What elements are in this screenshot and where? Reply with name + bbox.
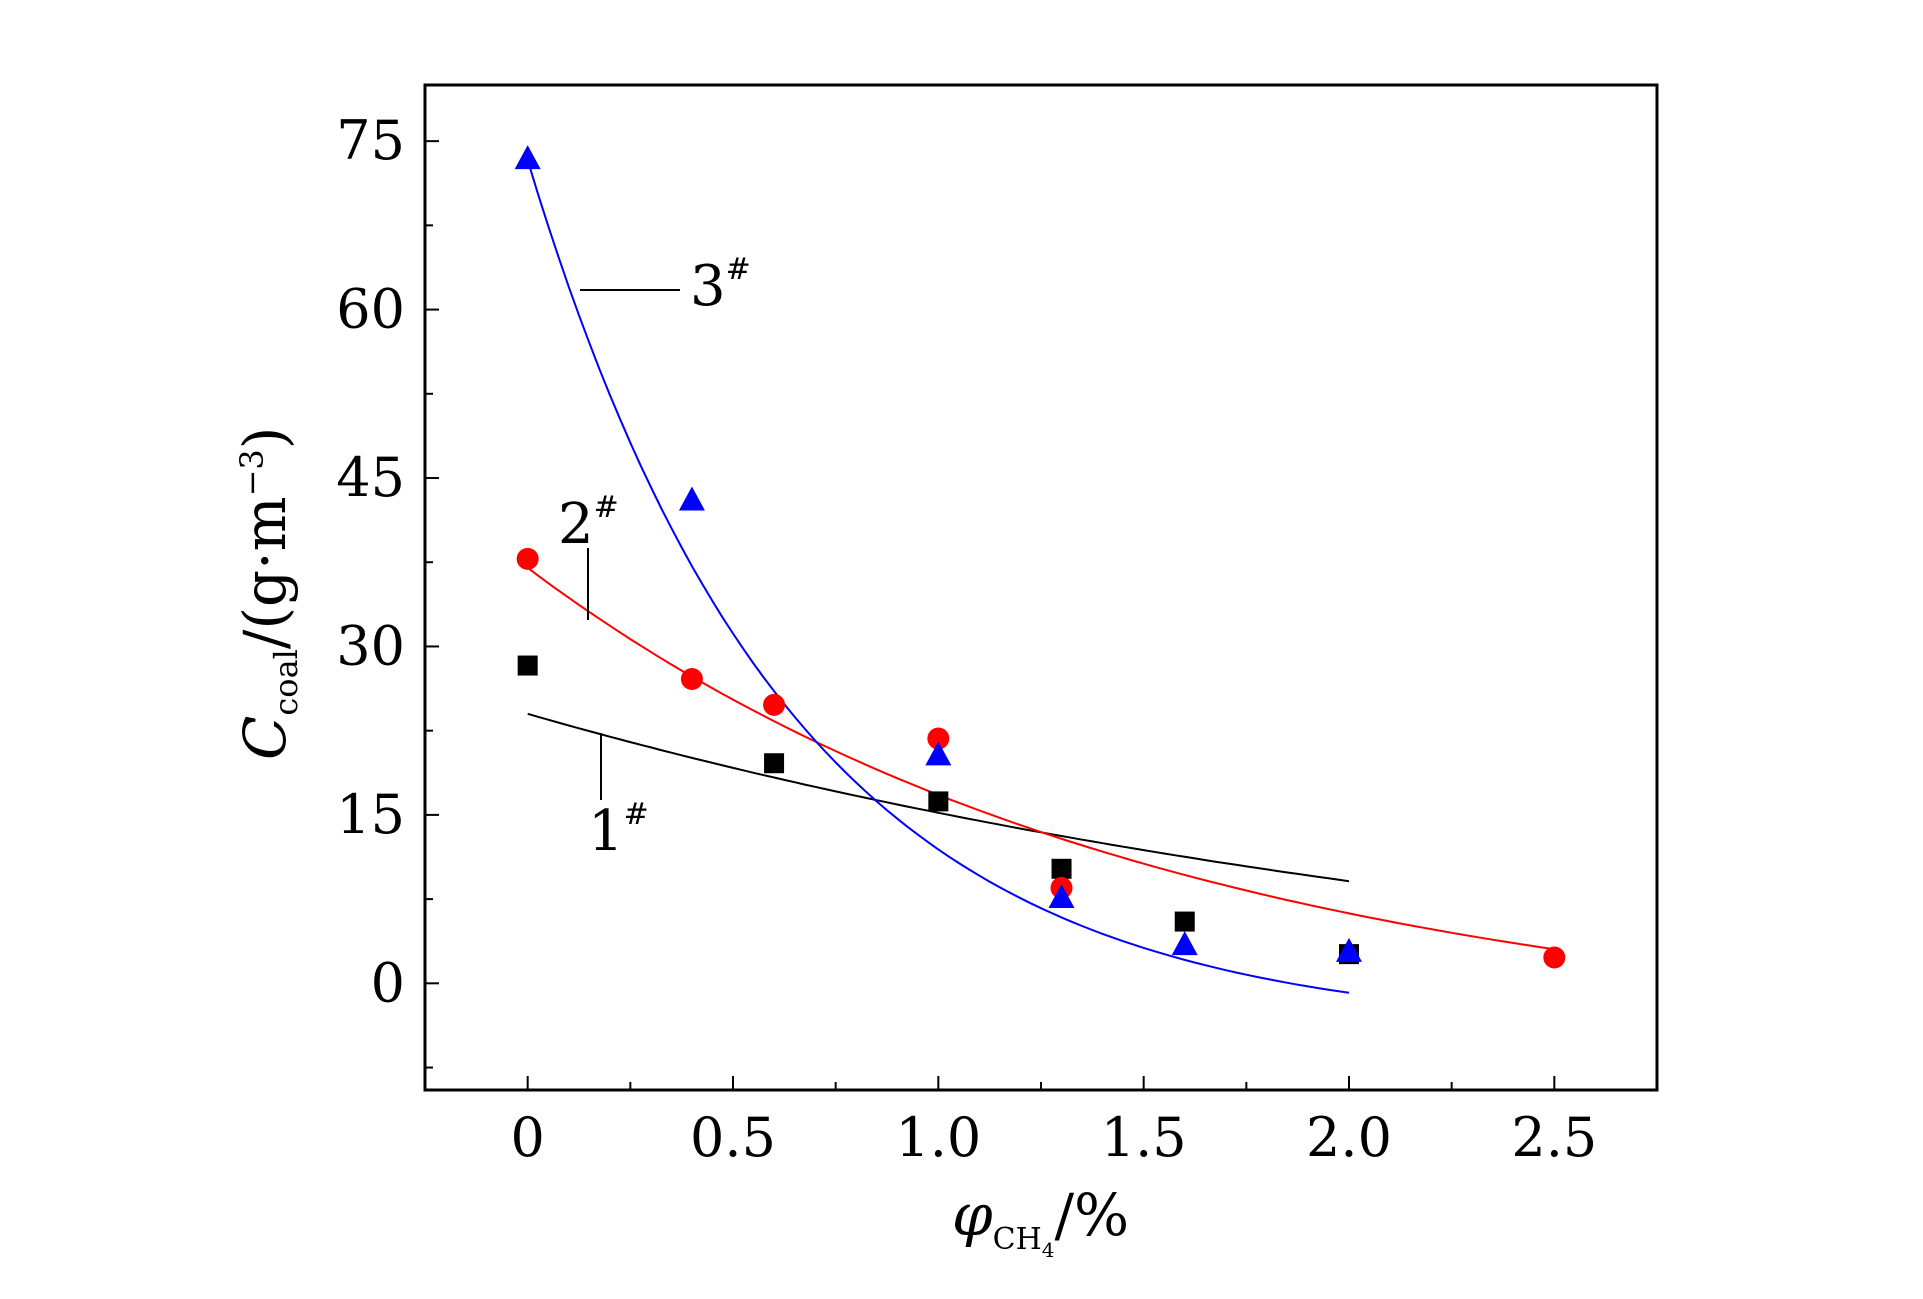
series-label-1: 1#	[588, 733, 649, 864]
y-tick-label: 60	[336, 278, 405, 341]
data-point-series-3	[1048, 883, 1075, 908]
x-axis-title-sub: CH	[993, 1222, 1042, 1257]
x-axis-title: φCH4/%	[952, 1181, 1129, 1262]
data-point-series-3	[1336, 937, 1362, 962]
data-point-series-2	[1543, 946, 1566, 969]
x-axis-title-main: φ	[952, 1181, 993, 1249]
fit-curve-series-1	[527, 712, 1350, 883]
data-point-series-2	[927, 727, 950, 750]
y-axis-title: Ccoal/(g·m−3)	[231, 427, 305, 760]
series-label-2-text: 2	[558, 492, 594, 557]
series-label-1-sup: #	[624, 797, 649, 832]
svg-text:2#: 2#	[558, 490, 619, 557]
y-tick-label: 45	[336, 446, 405, 509]
data-point-series-2	[763, 693, 786, 716]
axis-tick-labels: 0 0.5 1.0 1.5 2.0 2.5 0 15 30 45 60 75	[336, 109, 1597, 1169]
x-tick-label: 0	[510, 1106, 544, 1169]
y-tick-label: 75	[336, 109, 405, 172]
data-point-series-1	[517, 655, 538, 676]
data-point-series-3	[1171, 931, 1198, 956]
data-markers	[514, 145, 1566, 969]
y-tick-label: 15	[336, 783, 405, 846]
y-axis-title-sup: −3	[233, 449, 271, 496]
fit-curve-series-3	[526, 159, 1350, 994]
fit-curve-series-2	[527, 566, 1555, 951]
x-tick-label: 1.0	[895, 1106, 981, 1169]
svg-text:3#: 3#	[690, 252, 751, 319]
data-point-series-1	[1051, 858, 1072, 879]
series-label-3: 3#	[580, 252, 751, 319]
y-axis-title-suffix: /(g·m	[231, 496, 299, 649]
data-point-series-3	[514, 145, 541, 170]
data-point-series-1	[764, 753, 785, 774]
plot-frame	[423, 83, 1659, 1092]
series-label-2: 2#	[558, 490, 619, 620]
x-tick-label: 0.5	[690, 1106, 776, 1169]
data-point-series-3	[678, 486, 705, 511]
axis-ticks	[424, 140, 1658, 1090]
fit-curves	[526, 159, 1555, 994]
y-axis-title-close: )	[231, 427, 299, 450]
series-label-2-sup: #	[594, 490, 619, 525]
y-tick-label: 30	[336, 614, 405, 677]
x-tick-label: 2.0	[1306, 1106, 1392, 1169]
y-axis-title-sub: coal	[267, 649, 305, 716]
y-tick-label: 0	[371, 951, 405, 1014]
x-tick-label: 2.5	[1511, 1106, 1597, 1169]
data-point-series-1	[928, 791, 949, 812]
x-axis-title-suffix: /%	[1054, 1181, 1129, 1249]
data-point-series-2	[680, 668, 703, 691]
x-tick-label: 1.5	[1101, 1106, 1187, 1169]
data-point-series-2	[516, 547, 539, 570]
series-label-3-text: 3	[690, 254, 726, 319]
data-point-series-1	[1174, 911, 1195, 932]
series-label-3-sup: #	[726, 252, 751, 287]
y-axis-title-main: C	[231, 716, 299, 760]
data-point-series-3	[925, 741, 952, 766]
svg-text:1#: 1#	[588, 797, 649, 864]
x-axis-title-sub-index: 4	[1042, 1238, 1055, 1262]
series-label-1-text: 1	[588, 799, 624, 864]
